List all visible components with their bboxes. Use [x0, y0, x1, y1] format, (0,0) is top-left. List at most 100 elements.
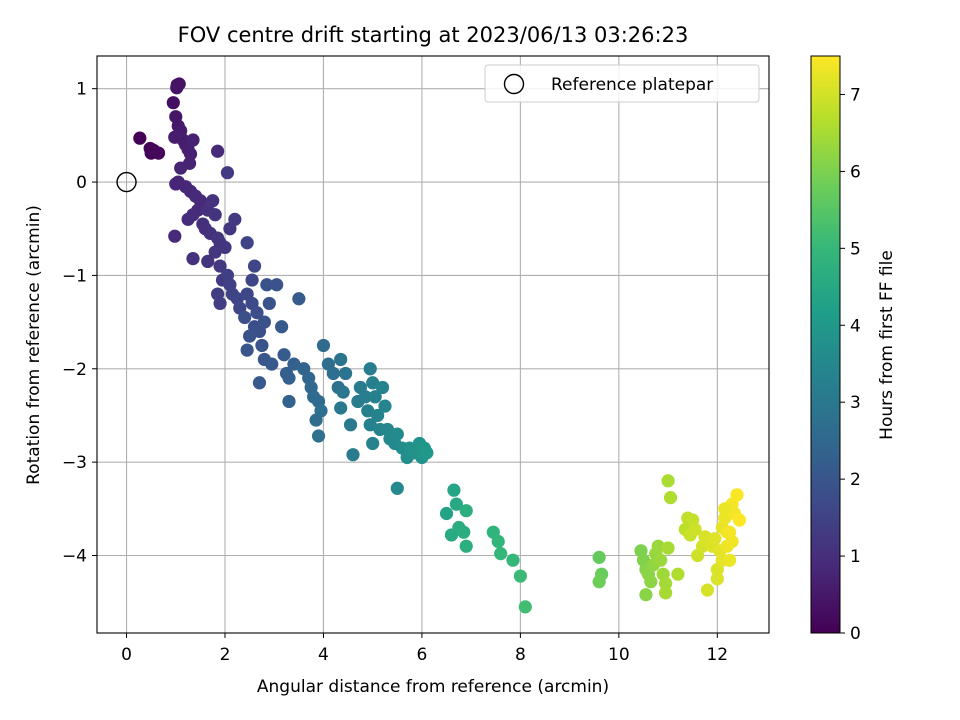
data-point: [133, 131, 147, 145]
reference-platepar-marker: [116, 171, 137, 193]
data-point: [326, 366, 340, 381]
data-point: [260, 278, 274, 292]
colorbar-tick-label: 4: [850, 316, 861, 336]
data-point: [220, 166, 235, 180]
x-axis-ticks: 0 2 4 6 8 10 12: [121, 633, 728, 665]
colorbar-tick-label: 2: [850, 470, 861, 490]
data-point: [368, 390, 382, 404]
data-point: [206, 194, 220, 208]
data-point: [339, 366, 353, 381]
colorbar-label: Hours from first FF file: [877, 250, 897, 440]
data-point: [277, 348, 291, 362]
data-point: [181, 212, 195, 226]
data-point: [592, 550, 606, 564]
x-axis-label: Angular distance from reference (arcmin): [257, 677, 609, 697]
x-tick-label: 4: [318, 645, 329, 665]
data-point: [208, 245, 222, 259]
data-point: [252, 376, 267, 390]
data-point: [718, 511, 732, 525]
y-tick-label: 1: [76, 80, 87, 100]
data-point: [644, 575, 658, 589]
legend-reference-marker: [503, 73, 525, 95]
data-point: [282, 371, 296, 385]
data-point: [186, 133, 200, 147]
data-point: [343, 418, 358, 432]
data-point: [275, 320, 289, 334]
legend-box: [484, 64, 760, 103]
data-point: [334, 352, 348, 367]
data-point: [732, 513, 747, 527]
data-point: [208, 208, 222, 222]
data-point: [659, 586, 673, 600]
data-point: [371, 408, 385, 423]
data-point: [459, 539, 473, 553]
data-point: [174, 161, 188, 175]
data-point: [494, 547, 508, 561]
data-point: [311, 429, 326, 443]
data-point: [270, 278, 284, 292]
data-point: [346, 448, 360, 462]
data-point: [710, 572, 724, 586]
chart-title: FOV centre drift starting at 2023/06/13 …: [178, 23, 689, 47]
data-point: [659, 576, 673, 591]
data-point: [708, 532, 722, 546]
data-point: [292, 292, 306, 306]
data-point: [240, 236, 254, 250]
data-point: [314, 404, 328, 418]
data-point: [255, 338, 269, 353]
data-point: [663, 491, 678, 505]
data-point: [363, 418, 377, 432]
data-point: [211, 144, 225, 158]
data-point: [316, 338, 331, 353]
data-point: [168, 229, 182, 243]
colorbar-tick-label: 0: [850, 624, 861, 644]
data-point: [228, 212, 242, 226]
data-point: [336, 385, 350, 399]
colorbar-tick-label: 5: [850, 239, 861, 259]
y-tick-label: 0: [76, 173, 87, 193]
data-point: [700, 583, 715, 597]
data-point: [247, 259, 262, 273]
x-tick-label: 12: [706, 645, 728, 665]
data-point: [366, 436, 380, 451]
x-tick-label: 8: [515, 645, 526, 665]
data-point: [390, 481, 404, 495]
data-point: [151, 146, 166, 160]
plot-frame: [96, 55, 770, 634]
data-point: [240, 343, 254, 357]
data-point: [366, 376, 380, 390]
colorbar-ticks: 0 1 2 3 4 5 6 7: [840, 85, 861, 644]
data-point: [363, 362, 377, 376]
data-point: [390, 427, 404, 441]
data-point: [651, 539, 665, 553]
data-point: [218, 240, 232, 254]
data-point: [262, 296, 276, 311]
data-point: [506, 553, 520, 567]
data-points: [133, 77, 747, 614]
data-point: [375, 380, 390, 395]
data-point: [723, 525, 737, 539]
data-point: [513, 569, 527, 583]
colorbar-tick-label: 3: [850, 393, 861, 413]
data-point: [186, 252, 200, 266]
data-point: [723, 553, 737, 567]
colorbar-tick-label: 6: [850, 162, 861, 182]
x-tick-label: 0: [121, 645, 132, 665]
data-point: [449, 497, 463, 511]
y-axis-label: Rotation from reference (arcmin): [24, 205, 44, 485]
data-point: [213, 259, 227, 273]
y-tick-label: −1: [62, 266, 87, 286]
data-point: [592, 575, 606, 589]
data-point: [282, 394, 296, 409]
data-point: [661, 541, 675, 555]
data-point: [730, 488, 744, 502]
data-point: [170, 81, 184, 95]
y-axis-ticks: −4 −3 −2 −1 0 1: [62, 80, 97, 567]
data-point: [439, 506, 454, 521]
x-tick-label: 6: [417, 645, 428, 665]
x-tick-label: 2: [220, 645, 231, 665]
data-point: [243, 329, 257, 343]
data-point: [238, 310, 252, 325]
data-point: [250, 306, 264, 320]
